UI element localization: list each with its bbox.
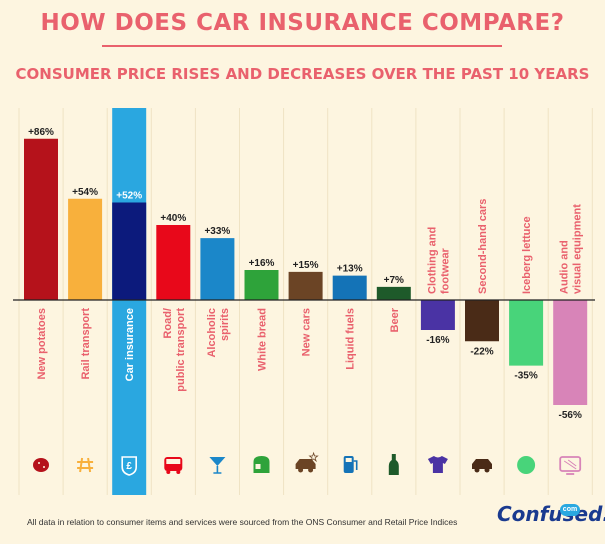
data-label: -16% bbox=[426, 335, 449, 346]
category-label: Car insurance bbox=[124, 308, 136, 381]
lettuce-icon bbox=[517, 456, 536, 474]
data-label: +86% bbox=[28, 127, 54, 138]
rail-icon bbox=[77, 457, 94, 473]
bar bbox=[420, 300, 455, 330]
category-label: New potatoes bbox=[36, 308, 48, 380]
page-subtitle: CONSUMER PRICE RISES AND DECREASES OVER … bbox=[15, 65, 590, 83]
data-label: -56% bbox=[559, 410, 582, 421]
category-label: Audio andvisual equipment bbox=[559, 204, 584, 294]
category-label: New cars bbox=[301, 308, 313, 356]
category-label: Second-hand cars bbox=[477, 199, 489, 294]
tv-icon bbox=[559, 456, 582, 475]
bar bbox=[553, 300, 588, 405]
data-label: +7% bbox=[384, 275, 404, 286]
bar bbox=[509, 300, 544, 366]
bar bbox=[68, 198, 103, 300]
data-label: +13% bbox=[337, 264, 363, 275]
category-label: Rail transport bbox=[80, 308, 92, 380]
highlight-column bbox=[112, 108, 147, 495]
bar bbox=[288, 271, 323, 300]
data-label: -35% bbox=[514, 371, 537, 382]
page-title: HOW DOES CAR INSURANCE COMPARE? bbox=[40, 10, 565, 36]
potato-icon bbox=[33, 458, 49, 472]
data-label: +40% bbox=[160, 213, 186, 224]
category-label: Liquid fuels bbox=[345, 308, 357, 370]
data-label: +16% bbox=[249, 258, 275, 269]
tshirt-icon bbox=[427, 456, 448, 473]
car-star-icon bbox=[295, 451, 319, 473]
bread-icon bbox=[253, 456, 270, 473]
category-label: Iceberg lettuce bbox=[521, 216, 533, 294]
bar bbox=[24, 138, 58, 300]
confused-logo-badge: com bbox=[560, 504, 580, 516]
bar bbox=[112, 202, 147, 300]
cocktail-icon bbox=[209, 457, 226, 474]
bar bbox=[200, 238, 235, 300]
category-label: Beer bbox=[389, 307, 401, 332]
bar bbox=[376, 286, 411, 300]
data-label: +54% bbox=[72, 187, 98, 198]
svg-text:£: £ bbox=[126, 461, 132, 472]
data-label: +15% bbox=[293, 260, 319, 271]
category-label: White bread bbox=[257, 308, 269, 371]
bar bbox=[465, 300, 499, 342]
category-label: Alcoholicspirits bbox=[206, 308, 231, 358]
pound-shield-icon: £ bbox=[121, 456, 137, 476]
source-note: All data in relation to consumer items a… bbox=[27, 517, 458, 527]
data-label: -22% bbox=[470, 346, 493, 357]
bar bbox=[156, 225, 191, 300]
bar bbox=[332, 275, 367, 300]
bus-icon bbox=[164, 457, 183, 474]
data-label: +33% bbox=[204, 226, 230, 237]
bar bbox=[244, 270, 279, 300]
bottle-icon bbox=[388, 454, 399, 475]
fuel-pump-icon bbox=[343, 456, 358, 473]
title-underline bbox=[102, 45, 502, 47]
car-icon bbox=[472, 459, 492, 473]
confused-logo: Confused. bbox=[497, 502, 605, 526]
category-label: Road/public transport bbox=[162, 308, 187, 392]
data-label: +52% bbox=[116, 191, 142, 202]
category-label: Clothing andfootwear bbox=[426, 227, 451, 294]
